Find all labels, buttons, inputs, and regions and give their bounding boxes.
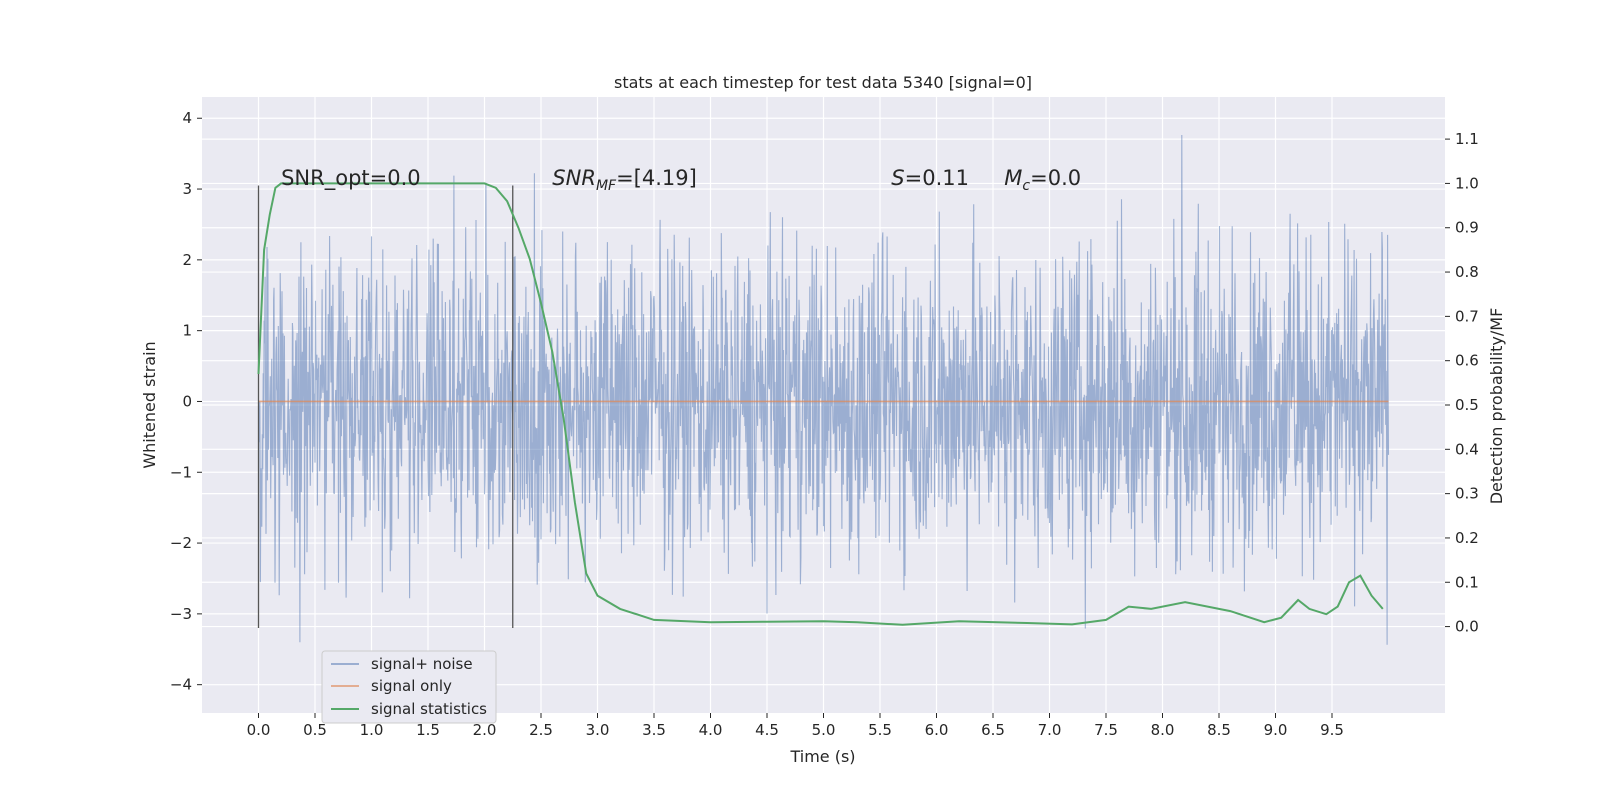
x-tick-label-6: 3.0 (586, 721, 610, 739)
y2-tick-label-3: 0.3 (1455, 485, 1479, 503)
signal-statistics-line (257, 182, 1384, 626)
y2-axis-ticks: 0.0 0.1 0.2 0.3 0.4 0.5 0.6 0.7 0.8 0.9 1.0 1.1 (1445, 130, 1479, 636)
signal-noise-series (257, 134, 1390, 645)
legend-label-signal-noise: signal+ noise (371, 655, 473, 673)
legend-box (321, 650, 497, 724)
x-tick-label-1: 0.5 (303, 721, 327, 739)
x-tick-label-0: 0.0 (247, 721, 271, 739)
x-tick-label-2: 1.0 (360, 721, 384, 739)
y2-tick-label-5: 0.5 (1455, 396, 1479, 414)
x-axis-label: Time (s) (789, 747, 855, 766)
vertical-markers (257, 185, 514, 629)
y2-tick-label-7: 0.7 (1455, 307, 1479, 325)
y2-tick-label-10: 1.0 (1455, 174, 1479, 192)
y2-tick-label-2: 0.2 (1455, 529, 1479, 547)
legend: signal+ noise signal only signal statist… (321, 650, 497, 724)
annotations: SNR_opt=0.0 SNRMF=[4.19] S=0.11 Mc=0.0 (281, 166, 1081, 194)
signal-statistics-series (257, 182, 1384, 626)
annotation-1: SNRMF=[4.19] (552, 166, 697, 194)
x-tick-label-9: 4.5 (755, 721, 779, 739)
x-tick-label-8: 4.0 (699, 721, 723, 739)
y2-axis-label: Detection probability/MF (1487, 308, 1506, 505)
y-tick-label-0: −4 (170, 676, 192, 694)
x-tick-label-5: 2.5 (529, 721, 553, 739)
y-tick-label-8: 4 (182, 109, 192, 127)
x-tick-label-11: 5.5 (868, 721, 892, 739)
y2-tick-label-4: 0.4 (1455, 440, 1479, 458)
y2-tick-label-11: 1.1 (1455, 130, 1479, 148)
chart-title: stats at each timestep for test data 534… (614, 73, 1032, 92)
annotation-0: SNR_opt=0.0 (281, 166, 421, 191)
x-tick-label-4: 2.0 (473, 721, 497, 739)
y-tick-label-4: 0 (182, 392, 192, 410)
y-tick-label-5: 1 (182, 322, 192, 340)
y-tick-label-7: 3 (182, 180, 192, 198)
y-axis-label: Whitened strain (140, 341, 159, 468)
x-tick-label-7: 3.5 (642, 721, 666, 739)
legend-label-signal-only: signal only (371, 677, 452, 695)
legend-label-signal-statistics: signal statistics (371, 700, 487, 718)
x-tick-label-15: 7.5 (1094, 721, 1118, 739)
y-tick-label-6: 2 (182, 251, 192, 269)
y-axis-ticks: −4 −3 −2 −1 0 1 2 3 4 (170, 109, 202, 694)
y-tick-label-2: −2 (170, 534, 192, 552)
x-tick-label-3: 1.5 (416, 721, 440, 739)
annotation-3: Mc=0.0 (1004, 166, 1081, 194)
x-tick-label-16: 8.0 (1151, 721, 1175, 739)
x-tick-label-18: 9.0 (1264, 721, 1288, 739)
y2-tick-label-9: 0.9 (1455, 219, 1479, 237)
y2-tick-label-8: 0.8 (1455, 263, 1479, 281)
y2-tick-label-0: 0.0 (1455, 618, 1479, 636)
y2-tick-label-6: 0.6 (1455, 352, 1479, 370)
y-tick-label-3: −1 (170, 463, 192, 481)
x-tick-label-17: 8.5 (1207, 721, 1231, 739)
y-tick-label-1: −3 (170, 605, 192, 623)
x-axis-ticks: 0.0 0.5 1.0 1.5 2.0 2.5 3.0 3.5 4.0 4.5 5.0 5.5 6.0 6… (247, 713, 1344, 739)
x-tick-label-10: 5.0 (812, 721, 836, 739)
x-tick-label-19: 9.5 (1320, 721, 1344, 739)
signal-noise-line (257, 134, 1390, 645)
x-tick-label-12: 6.0 (925, 721, 949, 739)
y2-tick-label-1: 0.1 (1455, 573, 1479, 591)
x-tick-label-13: 6.5 (981, 721, 1005, 739)
annotation-2: S=0.11 (891, 166, 969, 190)
x-tick-label-14: 7.0 (1038, 721, 1062, 739)
